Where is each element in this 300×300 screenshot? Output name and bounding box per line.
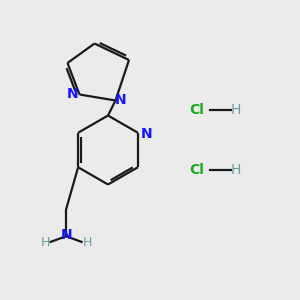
Text: H: H	[230, 103, 241, 116]
Text: N: N	[67, 88, 79, 101]
Text: Cl: Cl	[189, 163, 204, 176]
Text: N: N	[115, 94, 127, 107]
Text: N: N	[140, 127, 152, 141]
Text: H: H	[82, 236, 92, 249]
Text: Cl: Cl	[189, 103, 204, 116]
Text: H: H	[230, 163, 241, 176]
Text: H: H	[40, 236, 50, 249]
Text: N: N	[60, 228, 72, 242]
